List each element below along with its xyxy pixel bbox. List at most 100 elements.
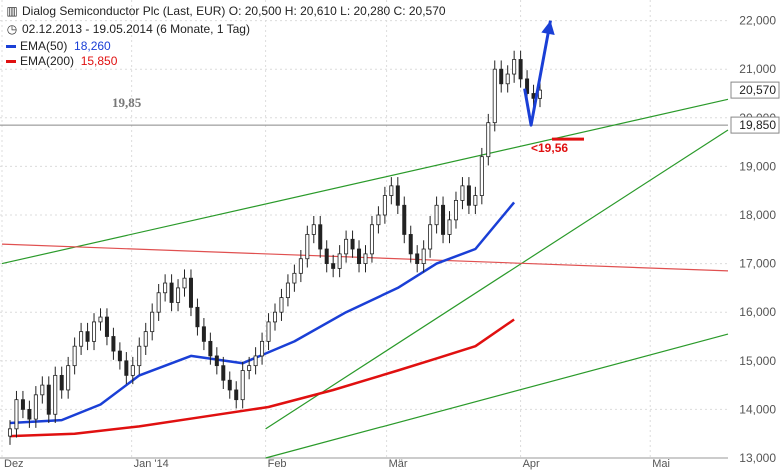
candle-body <box>66 365 71 391</box>
forecast-arrow-head <box>541 20 555 35</box>
candle-body <box>382 195 387 216</box>
forecast-arrow-line <box>523 20 552 127</box>
x-tick-label: Mär <box>389 458 408 470</box>
candle-body <box>331 263 336 269</box>
candle-body <box>486 122 491 158</box>
last-price-tag: 20,570 <box>739 83 776 97</box>
y-tick-label: 17,000 <box>739 257 776 271</box>
candle-body <box>408 234 413 255</box>
candle-body <box>111 336 116 352</box>
y-tick-label: 18,000 <box>739 208 776 222</box>
candle-body <box>40 384 45 396</box>
support-marker-label: <19,56 <box>531 141 568 155</box>
candle-body <box>389 185 394 196</box>
trendline-green-lower <box>265 333 729 459</box>
candle-body <box>421 248 426 265</box>
candle-body <box>188 277 193 308</box>
candle-body <box>124 360 129 376</box>
candle-body <box>369 224 374 255</box>
candlestick-chart-icon: ▥ <box>6 4 18 18</box>
x-tick-label: Dez <box>4 458 24 470</box>
legend-ema200: EMA(200) 15,850 <box>6 54 117 68</box>
candle-body <box>201 326 206 342</box>
candle-body <box>143 331 148 347</box>
candle-body <box>163 282 168 294</box>
ema200-swatch <box>6 60 16 64</box>
candle-body <box>525 78 530 94</box>
candle-body <box>350 238 355 250</box>
y-tick-label: 21,000 <box>739 62 776 76</box>
candle-body <box>311 224 316 235</box>
candle-body <box>453 200 458 221</box>
candle-body <box>279 297 284 313</box>
period-label: ◷ 02.12.2013 - 19.05.2014 (6 Monate, 1 Ta… <box>6 22 250 36</box>
candle-body <box>402 204 407 235</box>
level-price-tag-box <box>730 116 780 134</box>
candle-body <box>53 374 58 415</box>
candle-body <box>363 253 368 265</box>
candle-body <box>182 277 187 289</box>
candle-body <box>85 331 90 342</box>
candle-body <box>227 379 232 391</box>
candle-body <box>208 340 213 357</box>
last-price-tag-box <box>730 81 780 99</box>
candle-body <box>479 156 484 196</box>
trendline-green-upper <box>1 98 729 265</box>
legend-ema50: EMA(50) 18,260 <box>6 39 111 53</box>
candle-body <box>292 272 297 284</box>
trendline-green-mid <box>265 129 729 430</box>
candle-body <box>234 389 239 401</box>
y-tick-label: 14,000 <box>739 402 776 416</box>
ema200-line <box>9 318 515 438</box>
candle-body <box>505 73 510 85</box>
y-tick-label: 13,000 <box>739 451 776 465</box>
candle-body <box>357 248 362 265</box>
candle-body <box>434 204 439 226</box>
candle-body <box>344 238 349 255</box>
x-tick-label: Apr <box>523 458 540 470</box>
candle-body <box>415 253 420 265</box>
candle-body <box>324 248 329 265</box>
candle-body <box>298 258 303 274</box>
x-tick-label: Jan '14 <box>134 458 169 470</box>
candle-body <box>447 219 452 235</box>
candle-body <box>14 399 19 430</box>
candle-body <box>395 185 400 206</box>
candle-body <box>260 340 265 357</box>
candle-body <box>460 185 465 201</box>
candle-body <box>59 374 64 391</box>
candle-body <box>137 345 142 367</box>
candle-body <box>499 68 504 85</box>
candle-body <box>266 321 271 342</box>
clock-icon: ◷ <box>6 22 18 36</box>
candle-body <box>72 345 77 367</box>
chart-title: ▥ Dialog Semiconductor Plc (Last, EUR) O:… <box>6 4 446 18</box>
y-tick-label: 22,000 <box>739 14 776 28</box>
candle-body <box>20 399 25 410</box>
candle-body <box>117 350 122 362</box>
candle-body <box>195 306 200 328</box>
candle-body <box>79 331 84 347</box>
candle-body <box>518 59 523 80</box>
candle-body <box>214 355 219 367</box>
candle-body <box>98 316 103 323</box>
candle-body <box>221 365 226 381</box>
candle-body <box>492 68 497 124</box>
candle-body <box>156 292 161 313</box>
candle-body <box>46 384 51 415</box>
candle-body <box>376 214 381 226</box>
ema50-swatch <box>6 45 16 49</box>
candle-body <box>240 370 245 401</box>
candle-body <box>512 59 517 75</box>
candle-body <box>466 185 471 206</box>
candle-body <box>305 234 310 260</box>
candle-body <box>441 204 446 235</box>
level-label-1985: 19,85 <box>112 95 142 110</box>
candle-body <box>318 224 323 250</box>
candle-body <box>428 224 433 250</box>
y-tick-label: 15,000 <box>739 354 776 368</box>
candle-body <box>27 408 32 420</box>
ema50-line <box>9 201 516 425</box>
candle-body <box>272 311 277 323</box>
